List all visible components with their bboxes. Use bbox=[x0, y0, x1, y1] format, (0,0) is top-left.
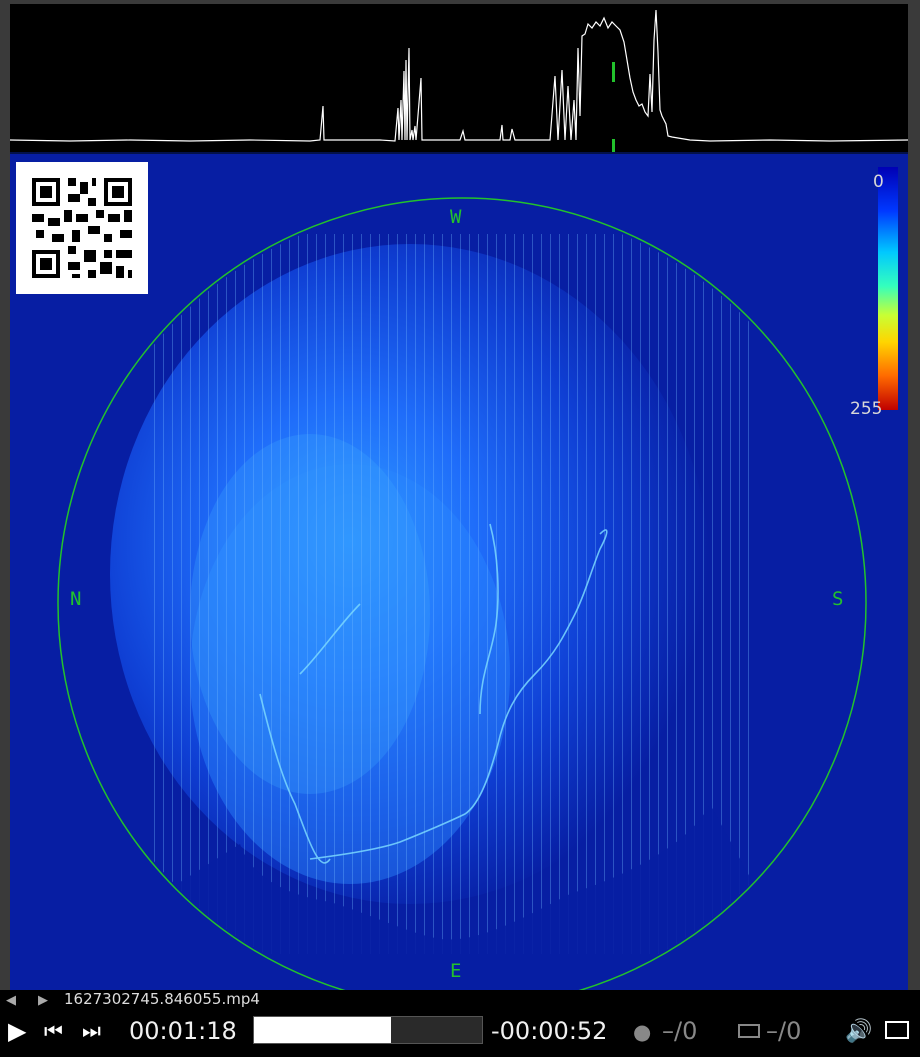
terrain-lines bbox=[259, 523, 608, 864]
qr-code bbox=[16, 162, 148, 294]
play-button[interactable]: ▶ bbox=[8, 1017, 27, 1045]
allsky-svg bbox=[57, 197, 867, 1009]
sky-dome bbox=[60, 234, 864, 994]
skip-back-button[interactable]: ⏮ bbox=[44, 1019, 63, 1043]
remaining-time[interactable]: -00:00:52 bbox=[491, 1017, 608, 1045]
comment-icon[interactable]: ● bbox=[633, 1020, 652, 1044]
subtitles-count[interactable]: –/0 bbox=[766, 1017, 802, 1045]
file-name: 1627302745.846055.mp4 bbox=[64, 990, 260, 1008]
playlist-prev-icon[interactable]: ◀ bbox=[6, 993, 16, 1008]
elapsed-time[interactable]: 00:01:18 bbox=[129, 1017, 237, 1045]
compass-east-label: E bbox=[450, 960, 462, 982]
qr-code-image bbox=[32, 178, 132, 278]
video-frame[interactable] bbox=[9, 4, 909, 1009]
compass-north-label: N bbox=[70, 588, 82, 610]
seek-bar[interactable] bbox=[253, 1016, 483, 1044]
playlist-next-icon[interactable]: ▶ bbox=[38, 993, 48, 1008]
waveform-graph bbox=[9, 9, 909, 159]
waveform-strip bbox=[9, 4, 909, 159]
marker-top bbox=[612, 62, 615, 82]
fullscreen-icon[interactable] bbox=[885, 1021, 909, 1039]
color-scale-max-label: 255 bbox=[850, 399, 883, 419]
color-scale-bar bbox=[878, 167, 898, 410]
comments-count[interactable]: –/0 bbox=[662, 1017, 698, 1045]
compass-south-label: S bbox=[832, 588, 844, 610]
color-scale-min-label: 0 bbox=[873, 172, 884, 192]
seek-bar-progress bbox=[254, 1017, 391, 1043]
marker-bottom bbox=[612, 139, 615, 159]
compass-west-label: W bbox=[450, 206, 462, 228]
volume-icon[interactable]: 🔊 bbox=[845, 1019, 873, 1044]
skip-forward-button[interactable]: ⏭ bbox=[82, 1019, 101, 1043]
subtitles-icon[interactable] bbox=[738, 1024, 760, 1038]
waveform-line bbox=[9, 9, 909, 142]
allsky-image bbox=[10, 154, 908, 1009]
